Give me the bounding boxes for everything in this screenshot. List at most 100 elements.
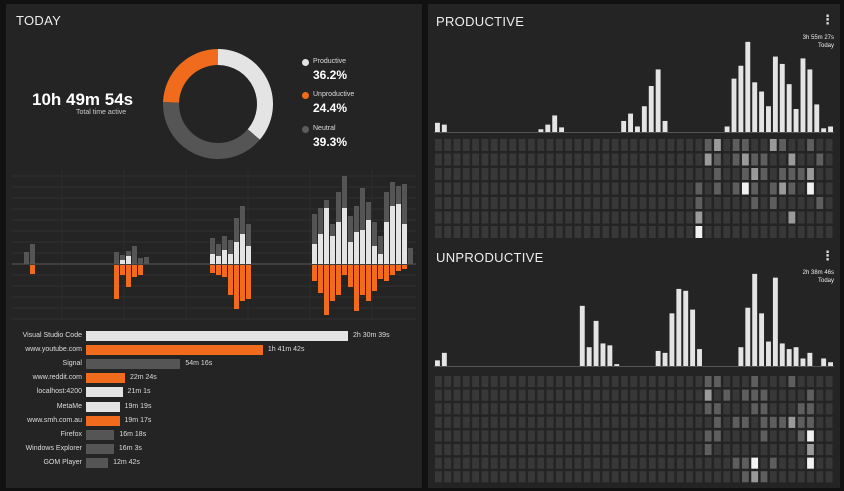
app-usage-bar[interactable] <box>86 401 120 412</box>
heatmap-cell[interactable] <box>797 457 805 469</box>
heatmap-cell[interactable] <box>453 444 461 456</box>
app-row[interactable]: MetaMe 19m 19s <box>6 401 422 413</box>
app-row[interactable]: Signal 54m 16s <box>6 359 422 370</box>
heatmap-cell[interactable] <box>546 182 554 195</box>
heatmap-cell[interactable] <box>435 182 442 195</box>
heatmap-cell[interactable] <box>639 197 647 209</box>
app-usage-bar[interactable] <box>86 345 263 356</box>
heatmap-cell[interactable] <box>472 153 480 166</box>
heatmap-cell[interactable] <box>537 457 545 469</box>
category-bar[interactable] <box>759 313 765 366</box>
timeline-neutral-bar[interactable] <box>360 188 365 264</box>
timeline-neutral-bar[interactable] <box>216 244 221 264</box>
heatmap-cell[interactable] <box>751 182 759 195</box>
heatmap-cell[interactable] <box>500 444 507 456</box>
heatmap-cell[interactable] <box>769 403 777 415</box>
heatmap-cell[interactable] <box>574 430 582 442</box>
heatmap-cell[interactable] <box>648 139 656 151</box>
category-bar[interactable] <box>738 65 744 132</box>
heatmap-cell[interactable] <box>704 416 712 428</box>
heatmap-cell[interactable] <box>518 403 526 415</box>
timeline-unproductive-bar[interactable] <box>378 265 383 279</box>
heatmap-cell[interactable] <box>490 153 498 166</box>
timeline-unproductive-bar[interactable] <box>240 265 245 301</box>
heatmap-cell[interactable] <box>658 444 666 456</box>
heatmap-cell[interactable] <box>537 430 545 442</box>
category-bar[interactable] <box>779 63 785 132</box>
heatmap-cell[interactable] <box>639 376 647 388</box>
heatmap-cell[interactable] <box>574 226 582 238</box>
heatmap-cell[interactable] <box>472 389 480 401</box>
heatmap-cell[interactable] <box>760 211 768 224</box>
heatmap-cell[interactable] <box>574 153 582 166</box>
heatmap-cell[interactable] <box>574 139 582 151</box>
timeline-neutral-bar[interactable] <box>372 222 377 264</box>
heatmap-cell[interactable] <box>788 226 796 238</box>
heatmap-cell[interactable] <box>658 403 666 415</box>
category-bar[interactable] <box>828 362 833 366</box>
heatmap-cell[interactable] <box>769 457 777 469</box>
heatmap-cell[interactable] <box>472 168 480 180</box>
heatmap-cell[interactable] <box>583 430 591 442</box>
heatmap-cell[interactable] <box>695 376 703 388</box>
heatmap-cell[interactable] <box>583 444 591 456</box>
heatmap-cell[interactable] <box>760 182 768 195</box>
heatmap-cell[interactable] <box>593 471 600 483</box>
category-bar[interactable] <box>800 58 806 132</box>
category-bar[interactable] <box>559 127 565 132</box>
heatmap-cell[interactable] <box>676 211 684 224</box>
heatmap-cell[interactable] <box>648 471 656 483</box>
category-bar[interactable] <box>441 124 447 132</box>
heatmap-cell[interactable] <box>797 376 805 388</box>
heatmap-cell[interactable] <box>825 139 833 151</box>
app-usage-bar[interactable] <box>86 415 120 426</box>
category-bar[interactable] <box>738 347 744 366</box>
heatmap-cell[interactable] <box>555 211 563 224</box>
heatmap-cell[interactable] <box>546 457 554 469</box>
timeline-unproductive-bar[interactable] <box>318 265 323 293</box>
heatmap-cell[interactable] <box>760 139 768 151</box>
category-bar[interactable] <box>745 307 751 366</box>
heatmap-cell[interactable] <box>658 471 666 483</box>
heatmap-cell[interactable] <box>500 197 507 209</box>
heatmap-cell[interactable] <box>490 226 498 238</box>
heatmap-cell[interactable] <box>574 376 582 388</box>
heatmap-cell[interactable] <box>537 153 545 166</box>
heatmap-cell[interactable] <box>555 168 563 180</box>
heatmap-cell[interactable] <box>723 211 731 224</box>
heatmap-cell[interactable] <box>816 416 824 428</box>
timeline-productive-bar[interactable] <box>210 254 215 264</box>
heatmap-cell[interactable] <box>611 153 619 166</box>
heatmap-cell[interactable] <box>528 416 535 428</box>
heatmap-cell[interactable] <box>472 457 480 469</box>
heatmap-cell[interactable] <box>825 211 833 224</box>
timeline-unproductive-bar[interactable] <box>366 265 371 301</box>
heatmap-cell[interactable] <box>528 197 535 209</box>
heatmap-cell[interactable] <box>621 153 628 166</box>
heatmap-cell[interactable] <box>630 376 638 388</box>
heatmap-cell[interactable] <box>797 403 805 415</box>
heatmap-cell[interactable] <box>611 182 619 195</box>
heatmap-cell[interactable] <box>676 471 684 483</box>
heatmap-cell[interactable] <box>714 403 721 415</box>
heatmap-cell[interactable] <box>686 416 693 428</box>
heatmap-cell[interactable] <box>751 226 759 238</box>
category-bar[interactable] <box>441 352 447 366</box>
heatmap-cell[interactable] <box>500 168 507 180</box>
heatmap-cell[interactable] <box>788 430 796 442</box>
heatmap-cell[interactable] <box>611 168 619 180</box>
timeline-productive-bar[interactable] <box>384 222 389 264</box>
category-bar[interactable] <box>586 347 592 366</box>
heatmap-cell[interactable] <box>751 416 759 428</box>
heatmap-cell[interactable] <box>741 226 749 238</box>
heatmap-cell[interactable] <box>639 403 647 415</box>
category-bar[interactable] <box>772 56 778 132</box>
heatmap-cell[interactable] <box>630 416 638 428</box>
heatmap-cell[interactable] <box>546 211 554 224</box>
heatmap-cell[interactable] <box>741 416 749 428</box>
timeline-neutral-bar[interactable] <box>408 248 413 264</box>
heatmap-cell[interactable] <box>528 389 535 401</box>
heatmap-cell[interactable] <box>686 182 693 195</box>
heatmap-cell[interactable] <box>648 168 656 180</box>
heatmap-cell[interactable] <box>760 430 768 442</box>
